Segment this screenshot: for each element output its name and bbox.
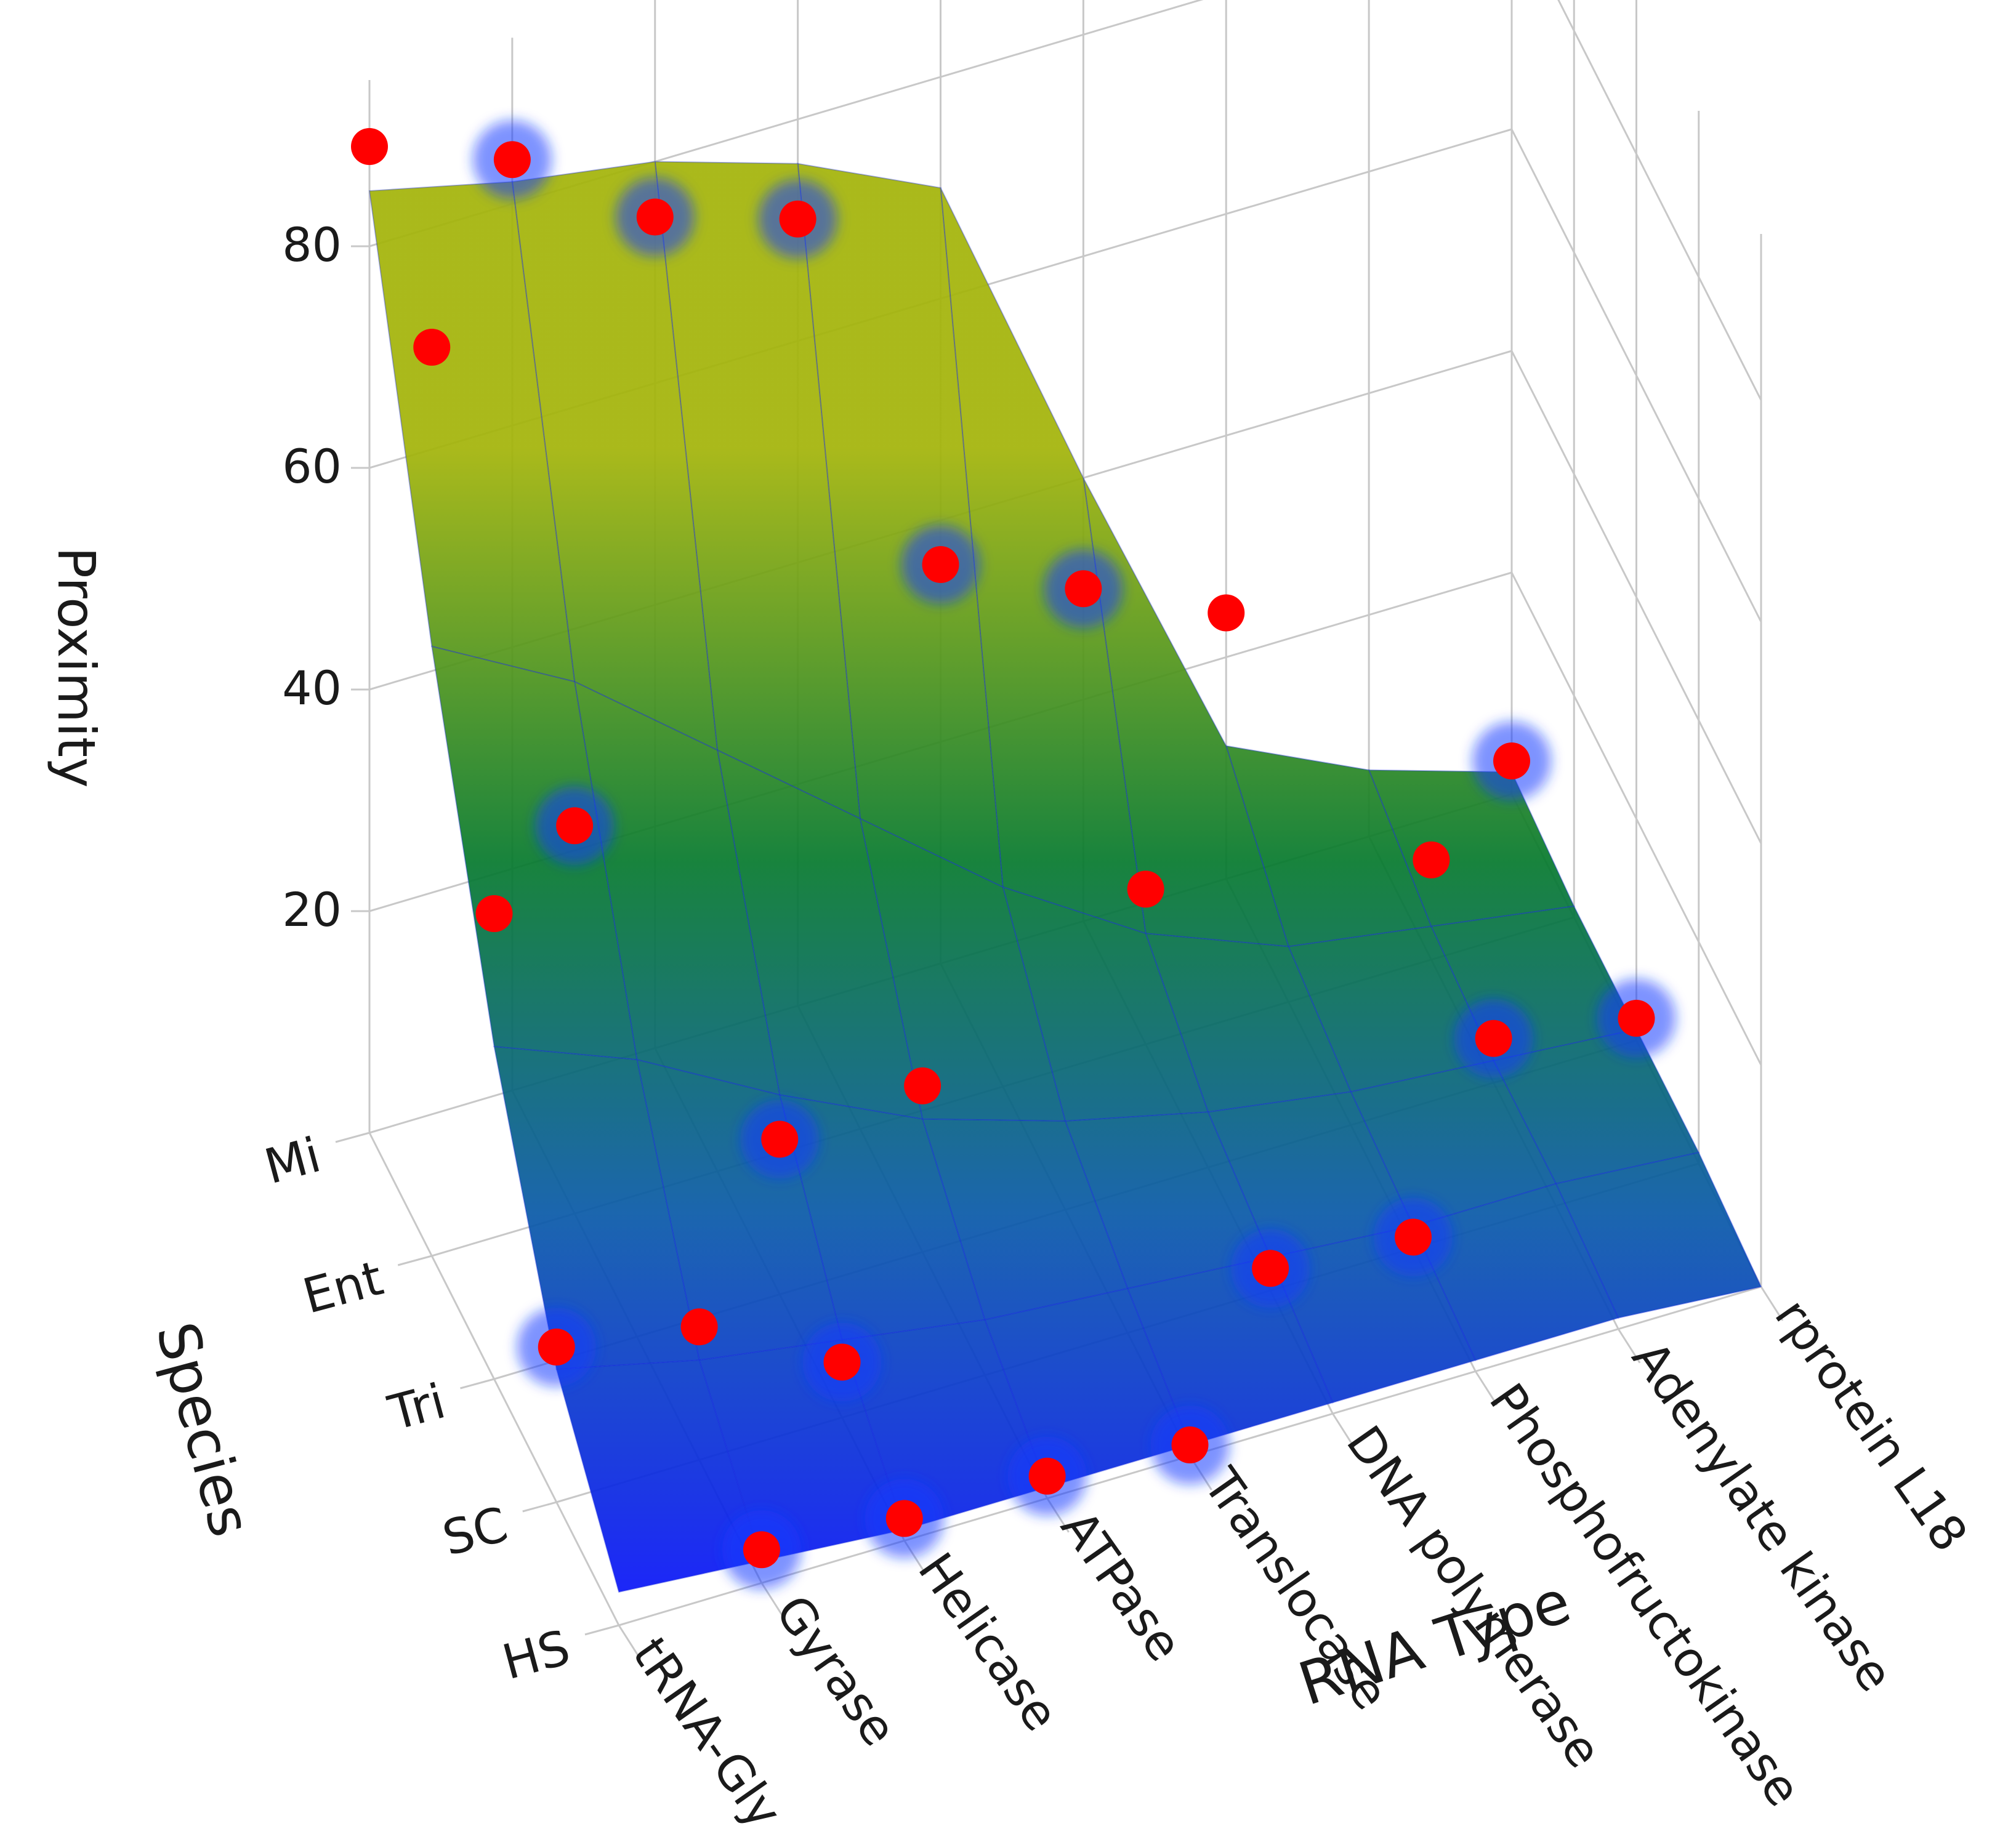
z-tick-label: 40 bbox=[282, 661, 342, 715]
data-point bbox=[351, 128, 388, 165]
data-point bbox=[538, 1329, 575, 1365]
rna-tick-mark bbox=[1617, 1328, 1641, 1364]
data-point bbox=[493, 141, 531, 179]
species-tick-label: Tri bbox=[382, 1373, 451, 1441]
side-wall-zline bbox=[1557, 0, 1762, 401]
side-wall-zline bbox=[1510, 350, 1762, 844]
z-tick-label: 60 bbox=[282, 439, 342, 494]
rna-tick-mark bbox=[1760, 1286, 1784, 1321]
data-point bbox=[556, 807, 594, 845]
species-tick-label: SC bbox=[437, 1497, 514, 1567]
data-point bbox=[1395, 1218, 1432, 1256]
surface-patch bbox=[1225, 745, 1432, 947]
z-axis-title: Proximity bbox=[46, 547, 107, 788]
species-tick-mark bbox=[584, 1624, 619, 1636]
surface-patch bbox=[1145, 933, 1352, 1113]
z-tick-label: 20 bbox=[282, 882, 342, 937]
surface-patch bbox=[1002, 886, 1209, 1122]
rna-tick-mark bbox=[1474, 1370, 1498, 1406]
rna-tick-mark bbox=[1332, 1413, 1355, 1449]
data-point bbox=[680, 1308, 718, 1346]
surface-patch bbox=[1288, 925, 1495, 1093]
species-tick-label: HS bbox=[497, 1620, 576, 1691]
data-point bbox=[1618, 1000, 1655, 1037]
rna-tick-label: tRNA-Gly bbox=[621, 1628, 792, 1831]
species-tick-mark bbox=[397, 1255, 432, 1266]
point-layer bbox=[351, 120, 1676, 1590]
data-point bbox=[904, 1067, 941, 1104]
data-point bbox=[1065, 570, 1102, 608]
species-tick-mark bbox=[335, 1132, 370, 1143]
side-wall-zline bbox=[1510, 129, 1762, 622]
z-tick-label: 80 bbox=[282, 217, 342, 272]
side-wall-zline bbox=[1510, 572, 1762, 1066]
surface-patch bbox=[859, 817, 1066, 1122]
surface-patch bbox=[1555, 1151, 1762, 1319]
data-point bbox=[779, 200, 816, 238]
data-point bbox=[1475, 1020, 1512, 1057]
data-point bbox=[1171, 1426, 1209, 1463]
data-point bbox=[1028, 1457, 1066, 1495]
data-point bbox=[413, 329, 451, 366]
rna-tick-label: ATPase bbox=[1050, 1501, 1192, 1671]
surface-patch bbox=[555, 1359, 763, 1593]
species-axis-title: Species bbox=[143, 1316, 264, 1543]
data-point bbox=[1252, 1250, 1289, 1287]
data-point bbox=[761, 1120, 799, 1158]
data-point bbox=[823, 1343, 861, 1381]
species-tick-label: Mi bbox=[259, 1127, 326, 1195]
surface-layer bbox=[368, 161, 1762, 1593]
data-point bbox=[475, 895, 513, 932]
rna-tick-mark bbox=[618, 1625, 642, 1660]
data-point bbox=[1413, 841, 1450, 879]
data-point bbox=[636, 198, 674, 236]
data-point bbox=[1493, 742, 1530, 779]
rna-tick-label: Helicase bbox=[907, 1543, 1069, 1741]
data-point bbox=[1208, 594, 1245, 632]
data-point bbox=[922, 546, 959, 583]
species-tick-mark bbox=[522, 1501, 557, 1513]
data-point bbox=[1127, 871, 1164, 908]
species-tick-label: Ent bbox=[297, 1250, 389, 1324]
species-tick-mark bbox=[460, 1378, 494, 1390]
data-point bbox=[885, 1500, 923, 1537]
surface-patch bbox=[716, 749, 924, 1120]
surface-patch bbox=[1207, 1091, 1414, 1258]
surface-patch bbox=[431, 645, 638, 1061]
rna-tick-label: Gyrase bbox=[764, 1586, 907, 1756]
data-point bbox=[743, 1531, 780, 1569]
